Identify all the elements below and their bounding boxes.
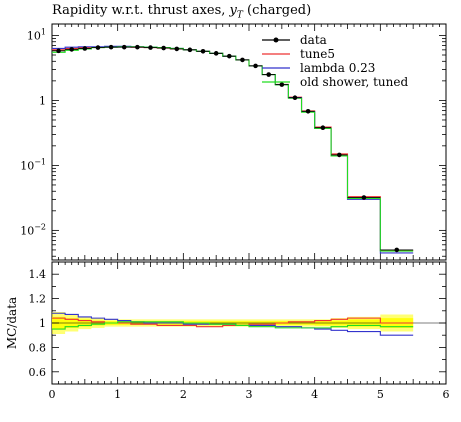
title-subscript: T — [236, 10, 243, 21]
data-point — [161, 45, 166, 51]
data-point — [394, 247, 400, 253]
title-text: Rapidity w.r.t. thrust axes, — [52, 3, 230, 18]
y-tick-label: 101 — [27, 27, 46, 42]
chart-title: Rapidity w.r.t. thrust axes, yT (charged… — [52, 3, 311, 21]
legend-label: tune5 — [300, 47, 335, 61]
data-point — [174, 46, 180, 52]
ratio-y-tick-label: 1 — [39, 317, 46, 330]
data-point — [135, 44, 140, 50]
data-point — [240, 57, 245, 63]
legend-label: old shower, tuned — [300, 75, 408, 89]
x-tick-label: 6 — [443, 388, 450, 401]
data-point — [213, 51, 219, 56]
y-tick-label: 10−1 — [20, 157, 46, 172]
data-point — [121, 44, 127, 50]
ratio-panel: 0.6 0.8 1 1.2 1.4 0 1 2 3 4 5 6 MC/data — [5, 261, 450, 401]
ratio-series-tune5 — [52, 317, 414, 328]
data-point — [320, 125, 326, 131]
ratio-series-lambda-0-23 — [52, 312, 414, 336]
data-point — [82, 46, 88, 51]
title-variable: y — [229, 3, 237, 18]
ratio-y-tick-label: 1.2 — [29, 293, 47, 306]
x-tick-label: 1 — [114, 388, 121, 401]
x-tick-label: 4 — [311, 388, 318, 401]
ratio-y-axis-label: MC/data — [5, 297, 19, 349]
data-point — [361, 195, 367, 200]
data-point — [292, 95, 298, 101]
data-point — [253, 63, 258, 69]
data-point — [200, 49, 206, 54]
ratio-series-old-shower-tuned — [52, 321, 414, 330]
legend-marker — [273, 37, 279, 43]
data-point — [279, 82, 285, 87]
x-tick-label: 0 — [49, 388, 56, 401]
x-tick-label: 3 — [246, 388, 253, 401]
data-point — [266, 72, 272, 77]
title-tail: (charged) — [242, 3, 312, 18]
y-tick-label: 10−2 — [20, 222, 46, 237]
x-tick-label: 5 — [377, 388, 384, 401]
y-tick-label: 1 — [39, 94, 46, 107]
data-point — [227, 53, 232, 59]
data-point — [56, 48, 61, 54]
data-point — [108, 44, 114, 50]
data-point — [95, 45, 101, 50]
ratio-y-tick-label: 0.8 — [29, 341, 47, 354]
legend-label: data — [300, 33, 327, 47]
ratio-y-tick-label: 0.6 — [29, 366, 47, 379]
data-point — [336, 152, 342, 158]
x-tick-label: 2 — [180, 388, 187, 401]
data-point — [305, 109, 311, 114]
ratio-y-tick-label: 1.4 — [29, 268, 47, 281]
data-point — [148, 45, 153, 50]
data-point — [187, 47, 193, 53]
legend-label: lambda 0.23 — [300, 61, 375, 75]
data-point — [69, 47, 74, 52]
